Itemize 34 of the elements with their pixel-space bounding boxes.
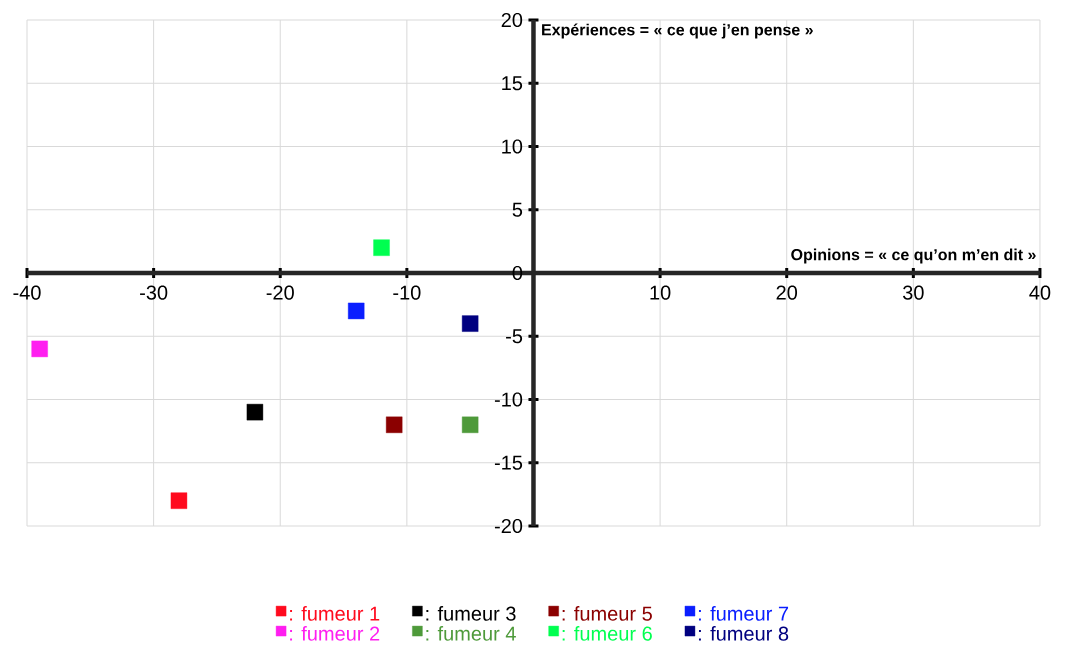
y-tick-label: -10 xyxy=(494,392,523,407)
x-tick-label: 10 xyxy=(650,285,671,300)
point xyxy=(348,302,365,320)
point xyxy=(461,416,479,433)
point xyxy=(246,403,264,421)
y-tick-label: 5 xyxy=(512,202,523,217)
legend-label: : fumeur 2 xyxy=(290,626,380,641)
x-tick-label: -20 xyxy=(266,285,294,300)
y-tick-label: 15 xyxy=(502,76,523,91)
x-tick-label: 30 xyxy=(902,285,924,300)
y-tick-label: 20 xyxy=(501,12,523,28)
y-axis-title: Expériences = « ce que j’en pense » xyxy=(542,23,813,39)
legend-label: : fumeur 7 xyxy=(698,606,789,621)
point xyxy=(373,239,390,256)
y-tick-label: -20 xyxy=(494,518,523,534)
x-tick-label: -10 xyxy=(393,285,421,300)
y-tick-label: -5 xyxy=(506,329,523,344)
x-axis-title: Opinions = « ce qu’on m’en dit » xyxy=(791,248,1036,264)
legend-label: : fumeur 5 xyxy=(562,606,652,621)
x-tick-label: -30 xyxy=(140,285,168,300)
point xyxy=(170,492,188,509)
legend-label: : fumeur 8 xyxy=(698,626,789,641)
point xyxy=(386,416,403,433)
legend-label: : fumeur 3 xyxy=(426,606,516,621)
legend-label: : fumeur 1 xyxy=(290,606,380,621)
y-tick-label: -15 xyxy=(494,455,523,470)
y-tick-label: 10 xyxy=(502,139,523,154)
x-tick-label: 20 xyxy=(776,285,798,300)
point xyxy=(461,315,479,332)
x-tick-label: -40 xyxy=(13,285,41,300)
legend-label: : fumeur 4 xyxy=(426,626,516,641)
point xyxy=(31,340,48,358)
legend-label: : fumeur 6 xyxy=(562,626,652,641)
x-tick-label: 40 xyxy=(1029,285,1051,300)
